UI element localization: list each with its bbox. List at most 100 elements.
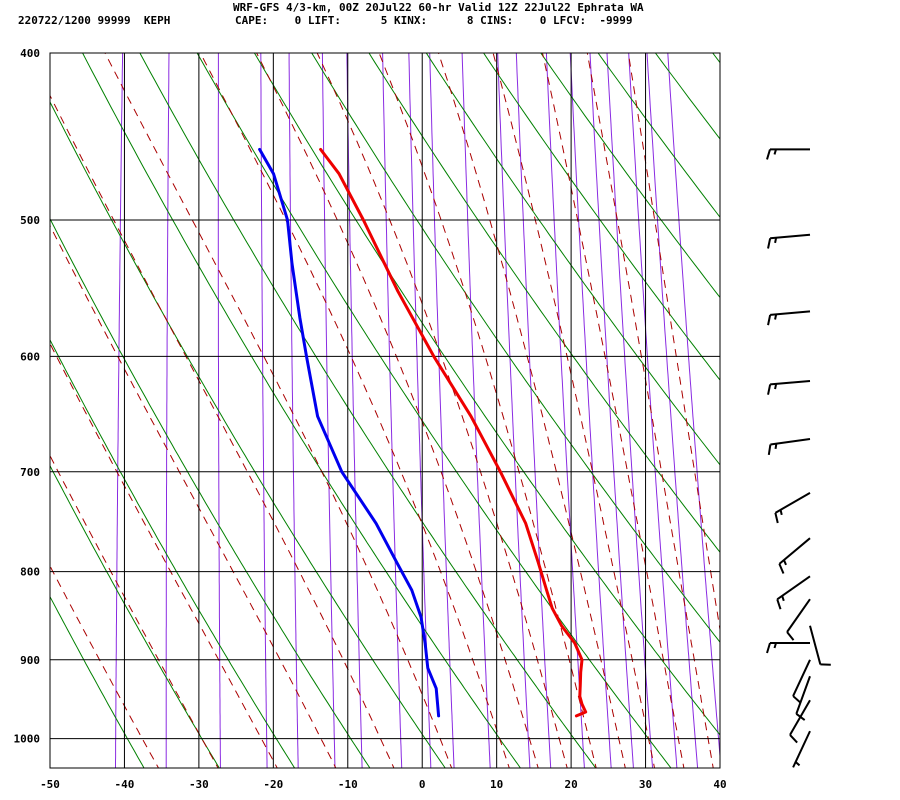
mixing-ratio-line	[165, 53, 170, 768]
wind-barbs	[766, 148, 831, 768]
mixing-ratio-line	[382, 53, 403, 768]
wind-barb	[766, 641, 810, 654]
wind-barb-half-flag	[774, 237, 778, 244]
wind-barb-flag	[766, 149, 771, 160]
temperature-tick-label: -30	[189, 778, 209, 791]
wind-barb	[792, 659, 811, 704]
dry-adiabat-line	[311, 53, 720, 644]
wind-barb-flag	[774, 512, 779, 524]
temperature-tick-label: 20	[564, 778, 577, 791]
wind-barb-staff	[792, 730, 811, 768]
mixing-ratio-line	[321, 53, 336, 768]
moist-adiabat-line	[50, 454, 219, 768]
wind-barb	[786, 598, 811, 641]
moist-adiabat-line	[586, 53, 714, 768]
wind-barb-flag	[767, 384, 772, 395]
wind-barb-half-flag	[794, 761, 801, 767]
wind-barb-half-flag	[773, 642, 777, 649]
wind-barb	[767, 310, 811, 326]
sounding-traces	[258, 147, 588, 718]
pressure-tick-label: 400	[20, 47, 40, 60]
wind-barb-staff	[792, 659, 811, 697]
dry-adiabat-line	[50, 464, 220, 768]
wind-barb-staff	[770, 379, 811, 386]
temperature-trace	[319, 147, 588, 718]
mixing-ratio-line	[346, 53, 363, 768]
wind-barb-staff	[770, 437, 811, 446]
chart-title: WRF-GFS 4/3-km, 00Z 20Jul22 60-hr Valid …	[233, 1, 644, 14]
mixing-ratio-line	[260, 53, 268, 768]
wind-barb-flag	[792, 695, 802, 704]
moist-adiabats	[50, 53, 720, 768]
mixing-ratio-line	[497, 53, 531, 768]
station-id-line: 220722/1200 99999 KEPH	[18, 14, 171, 27]
dry-adiabat-line	[368, 53, 720, 554]
temperature-tick-label: 0	[419, 778, 426, 791]
temperature-tick-label: -20	[263, 778, 283, 791]
mixing-ratio-line	[515, 53, 552, 768]
dry-adiabat-line	[712, 53, 720, 64]
chart-grid	[49, 52, 721, 769]
moist-adiabat-line	[438, 53, 626, 768]
wind-barb-half-flag	[774, 314, 778, 320]
temperature-tick-label: -40	[115, 778, 135, 791]
wind-barb-half-flag	[779, 509, 783, 516]
mixing-ratio-line	[429, 53, 455, 768]
mixing-ratio-line	[646, 53, 699, 768]
wind-barb-staff	[770, 233, 811, 240]
wind-barb-flag	[767, 238, 772, 249]
wind-barb-staff	[809, 625, 822, 665]
mixing-ratio-line	[569, 53, 612, 768]
temperature-tick-labels: -50 -40 -30 -20 -10 0 10 20 30 40	[40, 778, 727, 791]
dry-adiabat-line	[425, 53, 720, 466]
dry-adiabat-line	[482, 53, 720, 381]
wind-barb-flag	[767, 314, 772, 326]
wind-barb	[809, 625, 831, 666]
index-label: LFCV:	[552, 14, 587, 27]
moist-adiabat-line	[542, 53, 685, 768]
moist-adiabat-line	[104, 53, 453, 768]
pressure-tick-labels: 400 500 600 700 800 900 1000	[14, 47, 41, 746]
wind-barb-half-flag	[773, 149, 777, 155]
wind-barb-staff	[795, 675, 811, 715]
wind-barb-staff	[774, 491, 811, 514]
moist-adiabat-line	[50, 342, 278, 768]
mixing-ratio-line	[115, 53, 124, 768]
index-value: -9999	[586, 14, 633, 27]
moist-adiabat-line	[316, 53, 568, 768]
pressure-tick-label: 800	[20, 566, 40, 579]
mixing-ratio-line	[217, 53, 221, 768]
mixing-ratio-line	[288, 53, 299, 768]
wind-barb-staff	[770, 310, 811, 316]
wind-barb	[789, 699, 811, 744]
pressure-tick-label: 600	[20, 350, 40, 363]
mixing-ratio-line	[667, 53, 720, 763]
index-value: 5	[341, 14, 394, 27]
wind-barb-flag	[789, 734, 798, 744]
pressure-tick-label: 500	[20, 214, 40, 227]
wind-barb	[767, 379, 811, 395]
dry-adiabat-line	[50, 595, 145, 768]
temperature-tick-label: 40	[713, 778, 726, 791]
wind-barb-half-flag	[781, 595, 785, 602]
moist-adiabat-line	[378, 53, 597, 768]
wind-barb-flag	[786, 631, 795, 641]
dry-adiabat-line	[82, 53, 522, 768]
dry-adiabat-line	[196, 53, 672, 768]
moist-adiabat-line	[199, 53, 510, 768]
moist-adiabat-line	[627, 53, 720, 633]
moist-adiabat-line	[492, 53, 656, 768]
index-label: CAPE:	[235, 14, 269, 27]
pressure-tick-label: 700	[20, 466, 40, 479]
wind-barb-half-flag	[774, 383, 778, 390]
wind-barb-half-flag	[774, 443, 778, 450]
wind-barb-staff	[786, 598, 811, 633]
stability-indices: CAPE: 0 LIFT: 5 KINX: 8 CINS: 0 LFCV: -9…	[235, 14, 632, 27]
mixing-ratio-line	[589, 53, 634, 768]
mixing-ratio-line	[461, 53, 491, 768]
dewpoint-trace	[258, 147, 441, 718]
index-value: 8	[427, 14, 481, 27]
temperature-tick-label: 30	[639, 778, 652, 791]
temperature-tick-label: -10	[338, 778, 358, 791]
